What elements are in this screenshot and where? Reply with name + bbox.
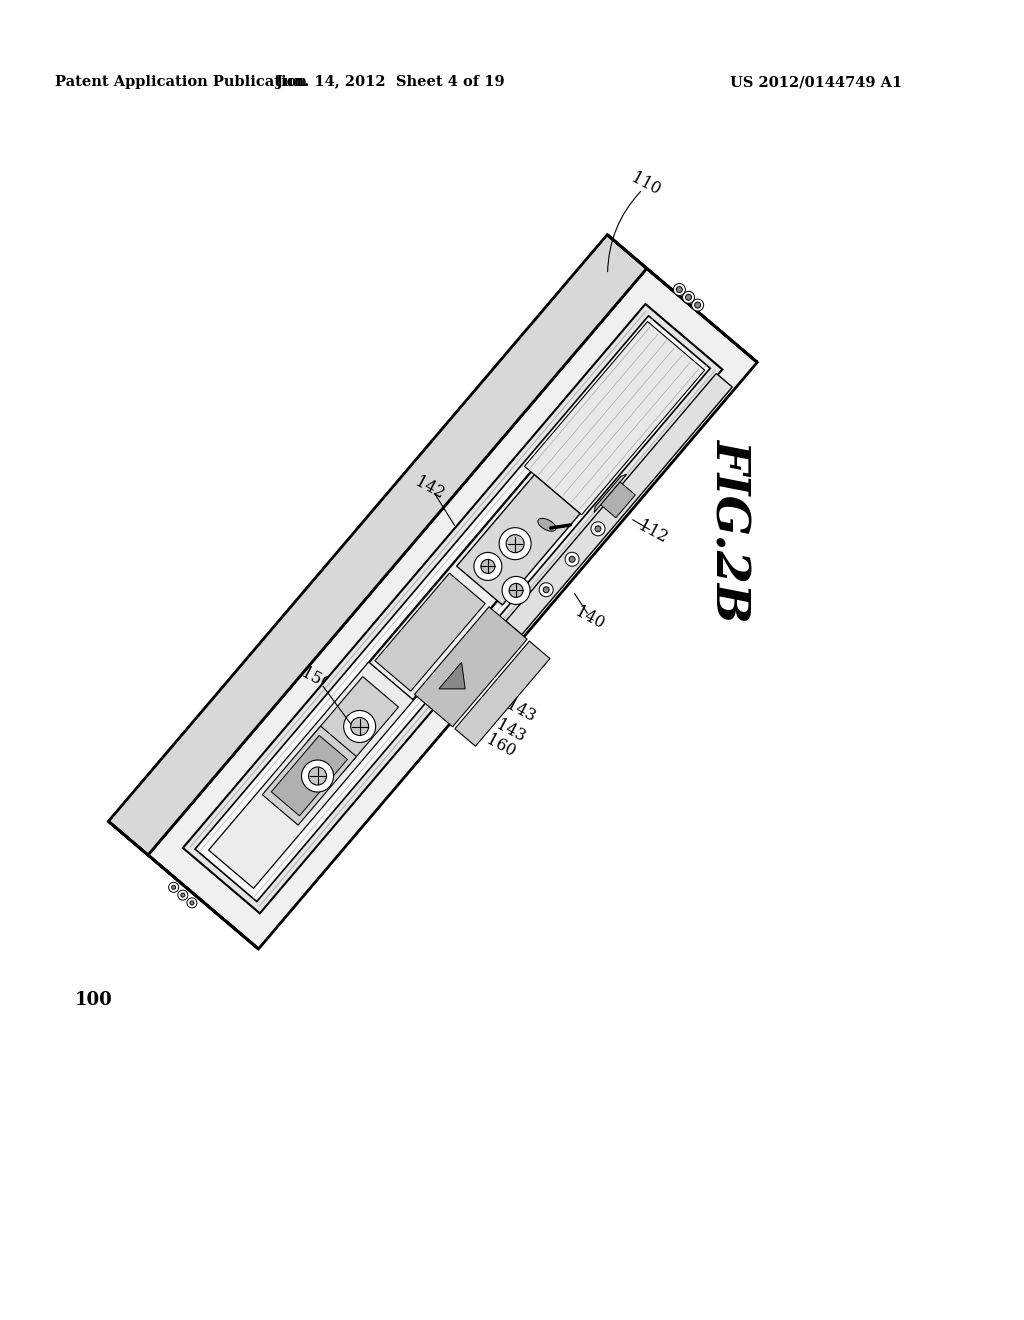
Text: FIG.2B: FIG.2B xyxy=(707,438,753,622)
Polygon shape xyxy=(524,322,705,515)
Text: 142: 142 xyxy=(413,474,447,503)
Text: 140: 140 xyxy=(572,603,607,632)
Circle shape xyxy=(683,292,694,304)
Polygon shape xyxy=(506,374,732,635)
Circle shape xyxy=(169,882,178,892)
Polygon shape xyxy=(607,235,758,362)
Circle shape xyxy=(685,294,691,301)
Polygon shape xyxy=(455,642,550,746)
Polygon shape xyxy=(415,607,527,727)
Circle shape xyxy=(172,886,176,890)
Circle shape xyxy=(181,894,184,898)
Circle shape xyxy=(509,583,523,598)
Circle shape xyxy=(569,556,575,562)
Text: US 2012/0144749 A1: US 2012/0144749 A1 xyxy=(730,75,902,88)
Circle shape xyxy=(474,553,502,581)
Polygon shape xyxy=(262,726,356,825)
Circle shape xyxy=(499,528,531,560)
Polygon shape xyxy=(307,677,398,772)
Circle shape xyxy=(506,535,524,553)
Circle shape xyxy=(481,560,495,573)
Polygon shape xyxy=(183,304,722,913)
Text: 160: 160 xyxy=(483,731,518,762)
Circle shape xyxy=(344,710,376,743)
Circle shape xyxy=(591,521,605,536)
Circle shape xyxy=(565,552,580,566)
Polygon shape xyxy=(375,573,485,692)
Circle shape xyxy=(502,577,530,605)
Text: 150: 150 xyxy=(298,664,334,694)
Circle shape xyxy=(677,286,682,293)
Circle shape xyxy=(187,898,197,908)
Polygon shape xyxy=(195,315,711,902)
Circle shape xyxy=(691,300,703,312)
Polygon shape xyxy=(148,268,758,949)
Polygon shape xyxy=(601,482,635,517)
Circle shape xyxy=(674,284,685,296)
Polygon shape xyxy=(271,735,347,816)
Polygon shape xyxy=(594,474,627,512)
Text: 110: 110 xyxy=(628,170,664,199)
Circle shape xyxy=(178,890,187,900)
Text: 112: 112 xyxy=(635,517,671,548)
Circle shape xyxy=(694,302,700,308)
Text: Jun. 14, 2012  Sheet 4 of 19: Jun. 14, 2012 Sheet 4 of 19 xyxy=(275,75,504,88)
Circle shape xyxy=(543,587,549,593)
Polygon shape xyxy=(439,663,465,689)
Polygon shape xyxy=(109,821,258,949)
Polygon shape xyxy=(209,352,677,888)
Circle shape xyxy=(190,900,194,906)
Circle shape xyxy=(350,718,369,735)
Text: 143: 143 xyxy=(503,697,538,726)
Polygon shape xyxy=(109,235,647,855)
Text: Patent Application Publication: Patent Application Publication xyxy=(55,75,307,88)
Text: 100: 100 xyxy=(75,991,113,1008)
Ellipse shape xyxy=(538,519,556,531)
Circle shape xyxy=(540,582,553,597)
Circle shape xyxy=(595,525,601,532)
Polygon shape xyxy=(370,442,601,700)
Text: 143: 143 xyxy=(493,717,528,746)
Circle shape xyxy=(301,760,334,792)
Circle shape xyxy=(308,767,327,785)
Polygon shape xyxy=(457,475,580,605)
